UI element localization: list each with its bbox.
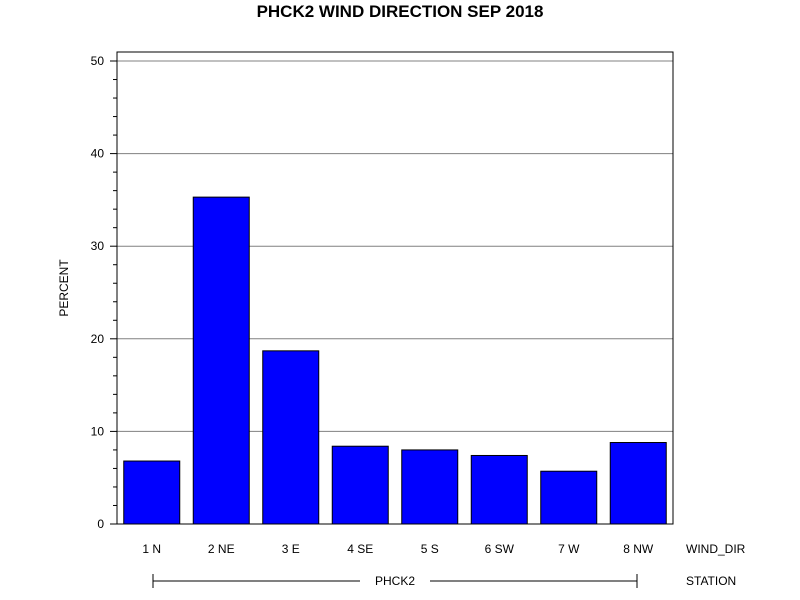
station-group-bracket: PHCK2 [152, 574, 638, 588]
x-axis-label: WIND_DIR [686, 542, 746, 556]
chart-title: PHCK2 WIND DIRECTION SEP 2018 [257, 2, 544, 21]
bar [540, 470, 598, 525]
y-tick-label: 50 [91, 54, 105, 68]
x-tick-label: 5 S [421, 542, 439, 556]
x-tick-label: 6 SW [485, 542, 515, 556]
x-tick-label: 3 E [282, 542, 300, 556]
bar [123, 460, 181, 525]
bar [470, 454, 528, 525]
x-tick-label: 4 SE [347, 542, 373, 556]
station-group-label: PHCK2 [375, 574, 415, 588]
x-tick-label: 8 NW [623, 542, 654, 556]
y-tick-label: 10 [91, 424, 105, 438]
y-tick-label: 0 [97, 517, 104, 531]
y-tick-label: 40 [91, 147, 105, 161]
station-axis-label: STATION [686, 574, 736, 588]
y-tick-label: 20 [91, 332, 105, 346]
bar [609, 442, 667, 525]
bar [331, 445, 389, 525]
x-tick-label: 7 W [558, 542, 580, 556]
y-axis: 0 10 20 30 40 50 [91, 54, 117, 531]
x-tick-label: 2 NE [208, 542, 235, 556]
bars [123, 196, 667, 525]
plot-frame [116, 51, 674, 525]
x-tick-label: 1 N [142, 542, 161, 556]
x-axis: 1 N 2 NE 3 E 4 SE 5 S 6 SW 7 W 8 NW [142, 542, 654, 556]
bar [401, 449, 459, 525]
y-tick-label: 30 [91, 239, 105, 253]
bar [262, 350, 320, 525]
bar [192, 196, 250, 525]
y-axis-label: PERCENT [57, 259, 71, 317]
